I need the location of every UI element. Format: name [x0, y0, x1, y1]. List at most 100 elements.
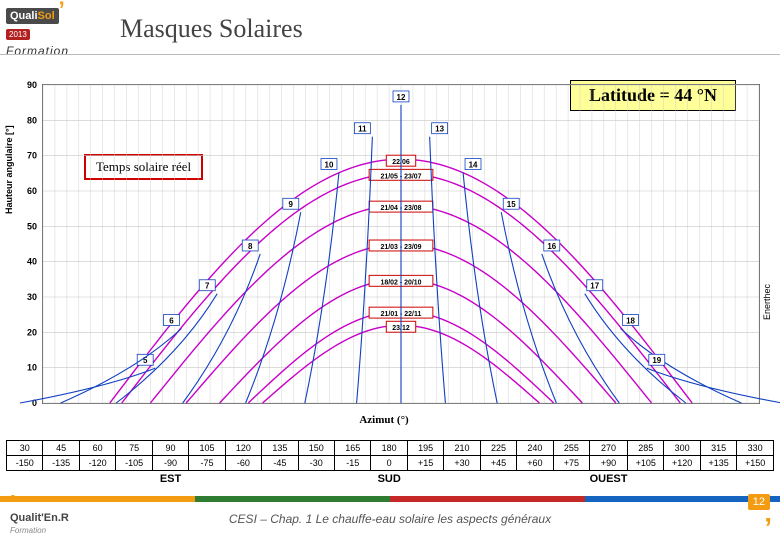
cell: +30 [444, 456, 480, 471]
cell: 300 [664, 441, 700, 456]
azimuth-table: 3045607590105120135150165180195210225240… [6, 440, 774, 487]
svg-text:12: 12 [397, 93, 406, 102]
cell: 120 [225, 441, 261, 456]
cell: 255 [553, 441, 589, 456]
cell: 90 [152, 441, 188, 456]
cell: +135 [700, 456, 736, 471]
cell: 150 [298, 441, 334, 456]
y-axis-label: Hauteur angulaire [°] [4, 125, 14, 214]
cell [7, 471, 43, 488]
cell: EST [152, 471, 188, 488]
cell: -135 [43, 456, 79, 471]
page-number: 12 [748, 494, 770, 510]
svg-text:6: 6 [169, 317, 174, 326]
cell: 60 [79, 441, 115, 456]
svg-text:17: 17 [590, 282, 599, 291]
azimut-label: Azimut (°) [355, 414, 412, 426]
cell: 180 [371, 441, 407, 456]
cell [189, 471, 225, 488]
svg-text:11: 11 [358, 125, 367, 134]
svg-text:16: 16 [547, 242, 556, 251]
cell: +120 [664, 456, 700, 471]
cell [262, 471, 298, 488]
svg-text:13: 13 [435, 125, 444, 134]
cell: 195 [407, 441, 443, 456]
svg-text:40: 40 [27, 257, 37, 267]
svg-text:9: 9 [289, 200, 294, 209]
solar-chart: Latitude = 44 °N Temps solaire réel Haut… [8, 84, 760, 424]
solar-plot: 010203040506070809022/0621/05 - 23/0721/… [42, 84, 760, 404]
cell: -15 [335, 456, 371, 471]
cell: -30 [298, 456, 334, 471]
cell: 240 [517, 441, 553, 456]
table-row: -150-135-120-105-90-75-60-45-30-150+15+3… [7, 456, 774, 471]
cell: 135 [262, 441, 298, 456]
cell: -150 [7, 456, 43, 471]
svg-text:80: 80 [27, 115, 37, 125]
cell [444, 471, 480, 488]
svg-text:18: 18 [626, 317, 635, 326]
cell [298, 471, 334, 488]
cell: +75 [553, 456, 589, 471]
brand-logo: QualiSol’ 2013 Formation [6, 6, 106, 58]
cell: -105 [116, 456, 152, 471]
cell: +90 [590, 456, 628, 471]
cell: 315 [700, 441, 736, 456]
svg-text:15: 15 [507, 200, 516, 209]
footer-stripe [0, 496, 780, 502]
cell: 270 [590, 441, 628, 456]
svg-text:19: 19 [652, 356, 661, 365]
footer-logo: ’ Qualit'En.R Formation [10, 500, 69, 536]
svg-text:50: 50 [27, 221, 37, 231]
cell [335, 471, 371, 488]
cell: 285 [628, 441, 664, 456]
cell [737, 471, 774, 488]
cell: 105 [189, 441, 225, 456]
svg-text:8: 8 [248, 242, 253, 251]
svg-text:10: 10 [325, 160, 334, 169]
svg-text:70: 70 [27, 151, 37, 161]
cell: 210 [444, 441, 480, 456]
cell [480, 471, 516, 488]
svg-text:10: 10 [27, 363, 37, 373]
cell: 75 [116, 441, 152, 456]
cell: +15 [407, 456, 443, 471]
table-row: EST SUD OUEST [7, 471, 774, 488]
cell [517, 471, 553, 488]
cell: 30 [7, 441, 43, 456]
svg-text:7: 7 [205, 282, 210, 291]
cell: -120 [79, 456, 115, 471]
cell: 225 [480, 441, 516, 456]
cell [79, 471, 115, 488]
cell: -45 [262, 456, 298, 471]
svg-text:60: 60 [27, 186, 37, 196]
cell: 45 [43, 441, 79, 456]
cell: 0 [371, 456, 407, 471]
cell [225, 471, 261, 488]
cell: 165 [335, 441, 371, 456]
svg-text:14: 14 [469, 160, 478, 169]
cell: -90 [152, 456, 188, 471]
footer-text: CESI – Chap. 1 Le chauffe-eau solaire le… [0, 512, 780, 526]
cell [664, 471, 700, 488]
cell: +45 [480, 456, 516, 471]
cell: +105 [628, 456, 664, 471]
svg-text:20: 20 [27, 327, 37, 337]
cell [43, 471, 79, 488]
cell: -60 [225, 456, 261, 471]
cell: OUEST [590, 471, 628, 488]
cell [407, 471, 443, 488]
svg-text:90: 90 [27, 80, 37, 90]
cell: 330 [737, 441, 774, 456]
svg-text:30: 30 [27, 292, 37, 302]
cell [700, 471, 736, 488]
table-row: 3045607590105120135150165180195210225240… [7, 441, 774, 456]
source-label: Enerthec [762, 284, 772, 320]
cell [628, 471, 664, 488]
cell [116, 471, 152, 488]
cell: +60 [517, 456, 553, 471]
title-rule [0, 54, 780, 55]
cell: +150 [737, 456, 774, 471]
cell [553, 471, 589, 488]
cell: SUD [371, 471, 407, 488]
